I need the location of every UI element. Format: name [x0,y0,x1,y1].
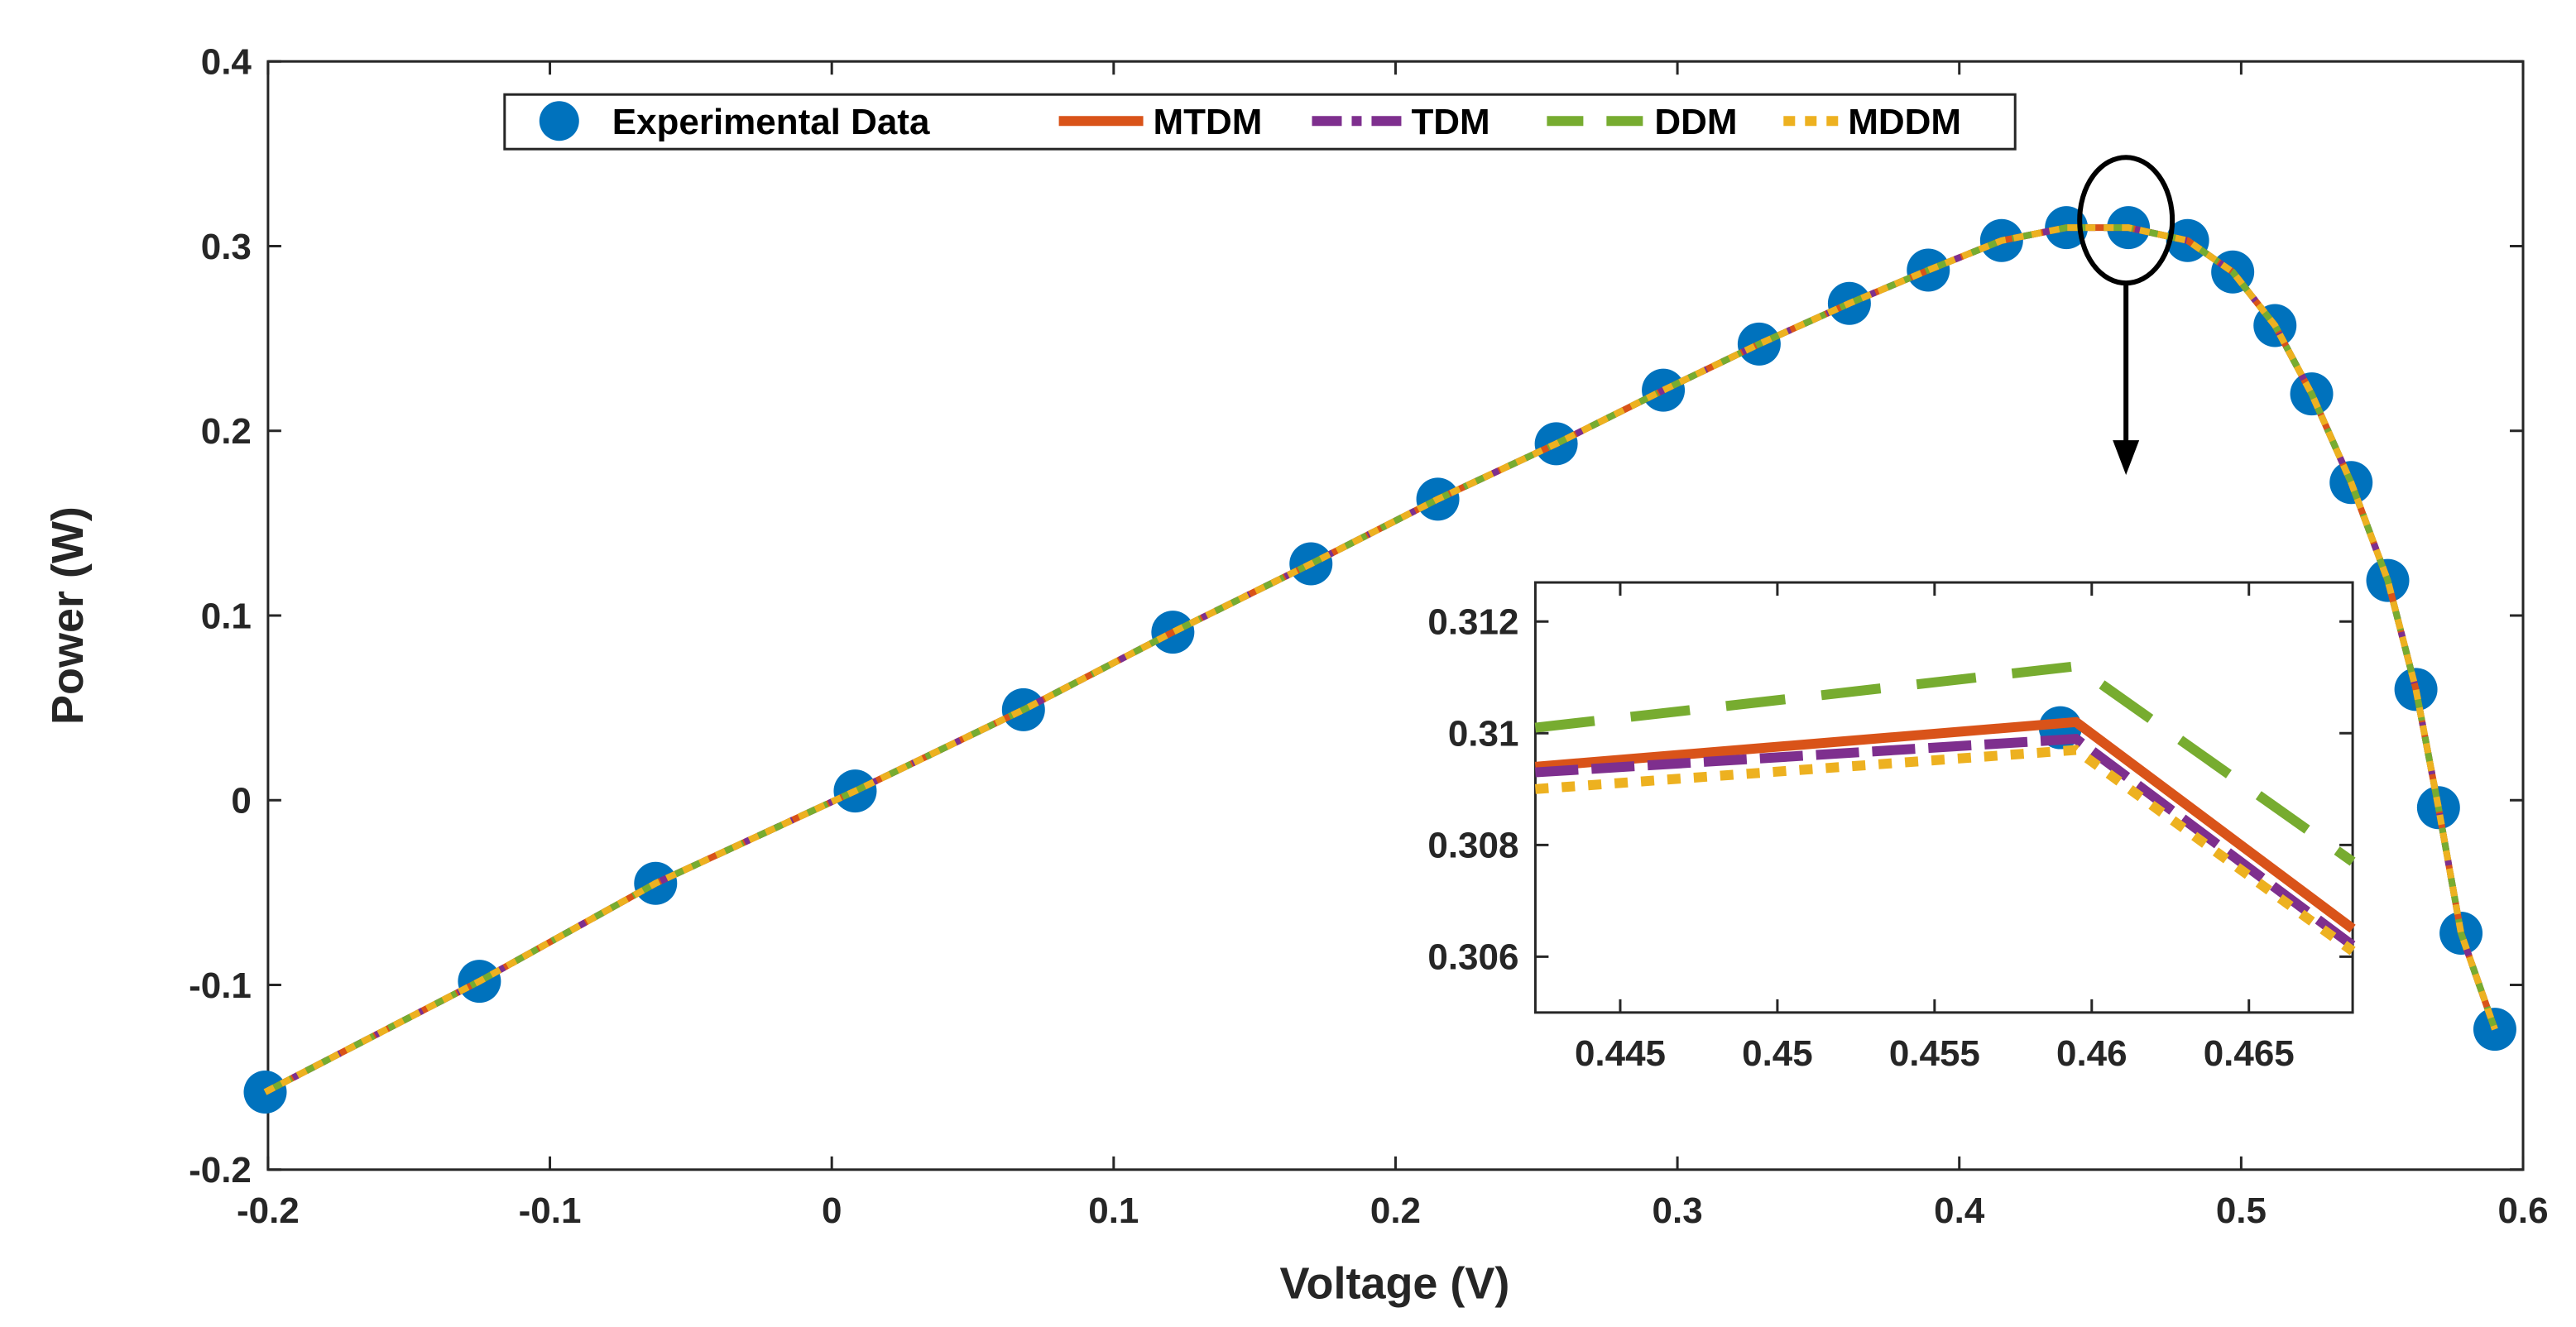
inset-series-line-mddm [1534,745,2356,956]
y-tick-label: 0.3 [201,227,252,267]
x-tick-label: 0.45 [1742,1033,1813,1074]
y-axis-label: Power (W) [43,506,93,725]
x-axis-label: Voltage (V) [1280,1259,1510,1309]
x-tick-label: 0.3 [1653,1190,1703,1231]
y-tick-label: 0.312 [1427,602,1518,643]
legend-marker-icon [539,101,579,141]
arrow-head-icon [2113,440,2140,476]
x-tick-label: 0.6 [2497,1190,2548,1231]
y-tick-label: 0.4 [201,42,252,83]
x-tick-label: 0.5 [2216,1190,2267,1231]
x-tick-label: 0 [822,1190,842,1231]
legend-label: TDM [1411,102,1489,142]
x-tick-label: 0.455 [1889,1033,1980,1074]
y-tick-label: 0.2 [201,411,252,452]
inset-series-line-tdm [1535,733,2356,950]
x-tick-label: 0.445 [1575,1033,1666,1074]
y-tick-label: 0 [231,781,251,822]
legend-label: Experimental Data [612,102,930,142]
legend-label: MDDM [1848,102,1961,142]
legend-box [503,93,2017,151]
legend-label: DDM [1654,102,1737,142]
x-tick-label: -0.2 [237,1190,300,1231]
y-tick-label: -0.1 [189,965,252,1006]
inset-series-line-mtdm [1534,716,2356,933]
y-tick-label: 0.31 [1448,714,1519,755]
legend-label: MTDM [1154,102,1263,142]
x-tick-label: 0.2 [1370,1190,1421,1231]
x-tick-label: 0.46 [2056,1033,2127,1074]
x-tick-label: 0.465 [2204,1033,2295,1074]
series-line-mddm [263,224,2498,1095]
plot-area [1533,581,2354,1014]
y-tick-label: 0.308 [1427,826,1518,866]
series-line-ddm [263,224,2498,1095]
y-tick-label: 0.1 [201,596,252,636]
legend: Experimental Data MTDM TDM DDM MDDM [503,93,2017,151]
x-tick-label: 0.4 [1934,1190,1985,1231]
x-tick-label: -0.1 [519,1190,582,1231]
mpp-highlight-ellipse [2077,155,2175,286]
y-tick-label: -0.2 [189,1150,252,1190]
inset-series-line-ddm [1534,661,2356,866]
x-tick-label: 0.1 [1088,1190,1139,1231]
inset-plot: 0.445 0.45 0.455 0.46 0.465 0.306 0.308 0.31 0.3… [1427,581,2356,1074]
y-tick-label: 0.306 [1427,937,1518,978]
